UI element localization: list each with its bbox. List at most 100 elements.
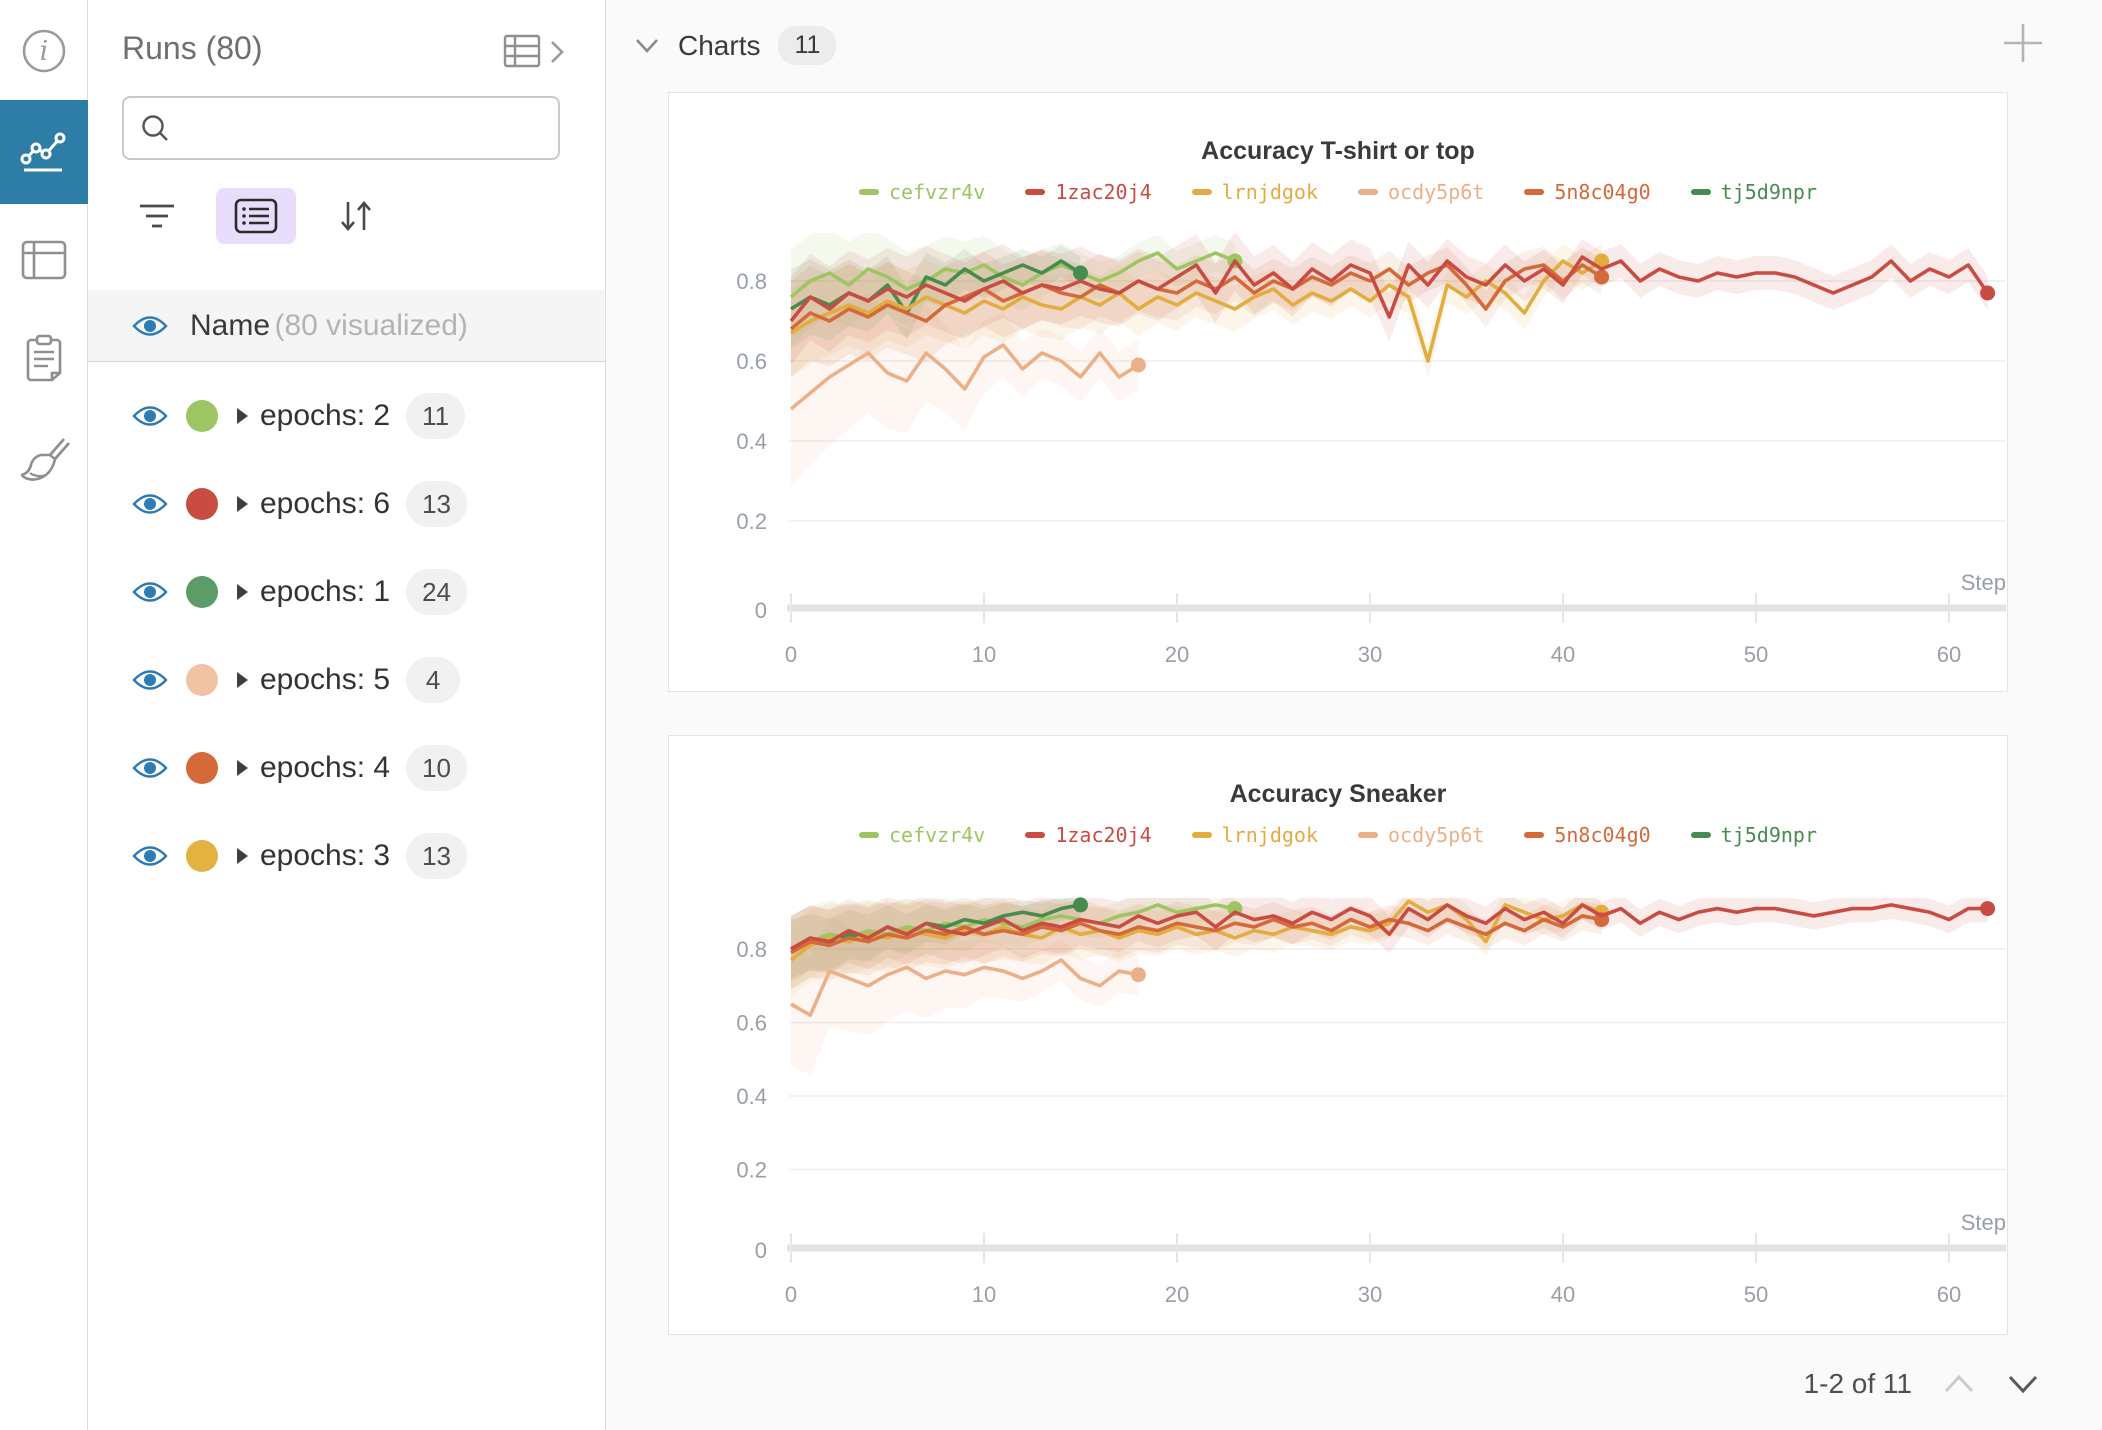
legend-swatch <box>1690 189 1711 195</box>
visualized-count-label: (80 visualized) <box>274 308 468 342</box>
eye-icon[interactable] <box>132 667 168 693</box>
run-color-dot[interactable] <box>186 752 218 784</box>
legend-entry[interactable]: 1zac20j4 <box>1025 180 1152 204</box>
add-panel-button[interactable] <box>2000 20 2046 71</box>
svg-text:0: 0 <box>785 1282 797 1307</box>
legend-entry[interactable]: tj5d9npr <box>1690 180 1817 204</box>
svg-text:0.6: 0.6 <box>736 349 767 374</box>
legend-entry[interactable]: lrnjdgok <box>1191 180 1318 204</box>
legend-entry[interactable]: 5n8c04g0 <box>1524 180 1651 204</box>
run-color-dot[interactable] <box>186 840 218 872</box>
run-count-badge: 24 <box>406 569 468 615</box>
svg-text:Step: Step <box>1961 570 2006 595</box>
legend-entry[interactable]: cefvzr4v <box>859 823 985 847</box>
expand-caret-icon[interactable] <box>234 406 250 426</box>
plus-icon <box>2004 24 2042 62</box>
eye-icon[interactable] <box>132 755 168 781</box>
run-group-row[interactable]: epochs: 4 10 <box>88 724 605 812</box>
charts-count-badge: 11 <box>778 26 837 65</box>
legend-run-label: cefvzr4v <box>889 823 986 847</box>
info-icon-glyph: i <box>22 29 66 73</box>
line-chart-plot[interactable]: 0.8 0.6 0.4 0.2 00 10 20 30 40 50 60 Step <box>669 93 2007 691</box>
legend-entry[interactable]: lrnjdgok <box>1191 823 1318 847</box>
runs-search-box[interactable] <box>122 96 560 160</box>
svg-text:0.2: 0.2 <box>736 509 767 534</box>
legend-entry[interactable]: 5n8c04g0 <box>1524 823 1651 847</box>
pagination-prev-button[interactable] <box>1942 1373 1976 1395</box>
run-color-dot[interactable] <box>186 664 218 696</box>
sort-runs-button[interactable] <box>336 198 376 234</box>
runs-search-input[interactable] <box>182 111 542 145</box>
run-group-label: epochs: 1 <box>260 575 391 608</box>
eye-icon[interactable] <box>132 843 168 869</box>
svg-text:60: 60 <box>1937 1282 1961 1307</box>
eye-icon[interactable] <box>132 491 168 517</box>
legend-entry[interactable]: cefvzr4v <box>859 180 985 204</box>
legend-run-label: 5n8c04g0 <box>1554 823 1651 847</box>
expand-caret-icon[interactable] <box>234 846 250 866</box>
name-visualized-row[interactable]: Name (80 visualized) <box>88 290 605 362</box>
sort-icon <box>341 201 371 231</box>
legend-swatch <box>1191 832 1212 838</box>
sidebar-item-table[interactable] <box>0 232 88 288</box>
legend-entry[interactable]: tj5d9npr <box>1690 823 1817 847</box>
run-color-dot[interactable] <box>186 400 218 432</box>
svg-text:0: 0 <box>785 642 797 667</box>
run-group-label: epochs: 6 <box>260 487 391 520</box>
chart-legend: cefvzr4v 1zac20j4 lrnjdgok ocdy5p6t 5n8c04g0… <box>669 180 2007 204</box>
chart-title: Accuracy Sneaker <box>1229 780 1447 808</box>
expand-caret-icon[interactable] <box>234 494 250 514</box>
run-count-badge: 11 <box>406 393 466 439</box>
charts-panel: Charts 11 Accuracy T-shirt or top cefvzr… <box>606 0 2102 1430</box>
group-runs-button[interactable] <box>216 188 296 244</box>
section-chevron-down-icon[interactable] <box>634 37 660 55</box>
eye-icon[interactable] <box>132 403 168 429</box>
sidebar-item-charts[interactable] <box>0 100 88 204</box>
legend-entry[interactable]: ocdy5p6t <box>1358 180 1484 204</box>
chart-card: Accuracy T-shirt or top cefvzr4v 1zac20j4… <box>668 92 2008 692</box>
line-chart-plot[interactable]: 0.8 0.6 0.4 0.2 00 10 20 30 40 50 60 Step <box>669 736 2007 1334</box>
run-group-row[interactable]: epochs: 1 24 <box>88 548 605 636</box>
filter-runs-button[interactable] <box>138 201 176 231</box>
clipboard-icon <box>26 334 62 382</box>
svg-text:50: 50 <box>1744 1282 1768 1307</box>
line-chart-icon <box>20 132 66 172</box>
run-group-label: epochs: 3 <box>260 839 391 872</box>
svg-text:20: 20 <box>1165 1282 1189 1307</box>
svg-text:0.8: 0.8 <box>736 937 767 962</box>
svg-text:0.6: 0.6 <box>736 1011 767 1036</box>
runs-table-icon <box>503 34 541 68</box>
run-group-row[interactable]: epochs: 2 11 <box>88 372 605 460</box>
svg-text:30: 30 <box>1358 1282 1382 1307</box>
run-group-label: epochs: 4 <box>260 751 391 784</box>
legend-swatch <box>1524 189 1545 195</box>
run-color-dot[interactable] <box>186 488 218 520</box>
pagination-next-button[interactable] <box>2006 1373 2040 1395</box>
run-group-row[interactable]: epochs: 5 4 <box>88 636 605 724</box>
expand-caret-icon[interactable] <box>234 670 250 690</box>
expand-caret-icon[interactable] <box>234 582 250 602</box>
expand-caret-icon[interactable] <box>234 758 250 778</box>
svg-text:0.4: 0.4 <box>736 429 767 454</box>
run-group-row[interactable]: epochs: 6 13 <box>88 460 605 548</box>
list-icon <box>234 198 278 234</box>
sidebar-item-cleanup[interactable] <box>0 428 88 492</box>
legend-entry[interactable]: 1zac20j4 <box>1025 823 1152 847</box>
info-icon[interactable]: i <box>0 18 88 84</box>
run-group-row[interactable]: epochs: 3 13 <box>88 812 605 900</box>
run-count-badge: 4 <box>406 657 461 703</box>
svg-text:0.8: 0.8 <box>736 269 767 294</box>
legend-entry[interactable]: ocdy5p6t <box>1358 823 1484 847</box>
open-runs-table-button[interactable] <box>503 34 565 70</box>
eye-icon[interactable] <box>132 313 168 339</box>
svg-text:0: 0 <box>755 598 767 623</box>
svg-text:0: 0 <box>755 1238 767 1263</box>
eye-icon[interactable] <box>132 579 168 605</box>
run-color-dot[interactable] <box>186 576 218 608</box>
table-icon <box>21 240 67 280</box>
sidebar-item-notes[interactable] <box>0 328 88 388</box>
chart-legend: cefvzr4v 1zac20j4 lrnjdgok ocdy5p6t 5n8c04g0… <box>669 823 2007 847</box>
svg-text:50: 50 <box>1744 642 1768 667</box>
chart-title: Accuracy T-shirt or top <box>1201 137 1475 165</box>
legend-swatch <box>1025 189 1046 195</box>
